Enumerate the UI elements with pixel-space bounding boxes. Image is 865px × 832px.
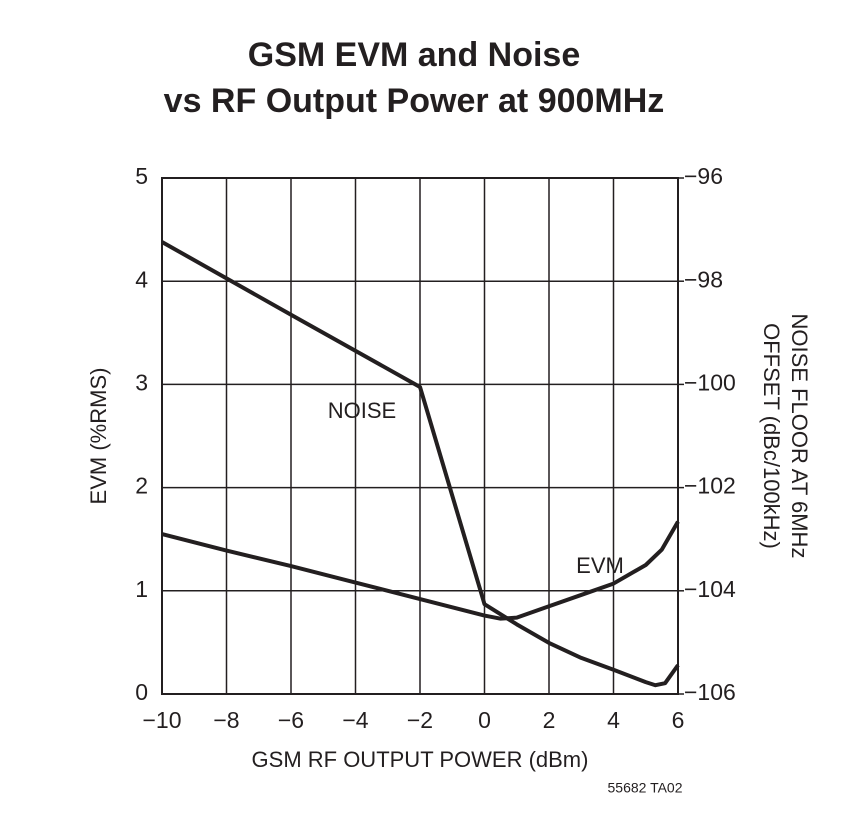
chart-title: GSM EVM and Noise [248,36,581,74]
y2-tick-label: −102 [684,473,736,499]
y-tick-label: 1 [135,576,148,602]
x-tick-label: −8 [213,707,239,733]
y2-tick-label: −100 [684,369,736,395]
y-tick-label: 3 [135,369,148,395]
x-tick-label: −6 [278,707,304,733]
series-label: EVM [576,553,624,578]
y2-axis-label: OFFSET (dBc/100kHz) [759,323,784,549]
y-tick-label: 4 [135,266,148,292]
y2-tick-label: −106 [684,679,736,705]
y2-tick-label: −104 [684,576,736,602]
x-tick-label: −10 [142,707,181,733]
y2-tick-label: −96 [684,163,723,189]
y2-tick-label: −98 [684,266,723,292]
x-axis-label: GSM RF OUTPUT POWER (dBm) [252,747,589,772]
plot-frame [161,177,679,695]
y-axis-label: EVM (%RMS) [86,368,111,505]
y2-axis-label: NOISE FLOOR AT 6MHz [787,314,812,559]
x-tick-label: −4 [342,707,368,733]
series-label: NOISE [328,398,396,423]
y-tick-label: 2 [135,473,148,499]
x-tick-label: 2 [543,707,556,733]
x-tick-label: −2 [407,707,433,733]
x-tick-label: 4 [607,707,620,733]
chart-subtitle: vs RF Output Power at 900MHz [164,82,665,120]
x-tick-label: 6 [672,707,685,733]
y-tick-label: 5 [135,163,148,189]
y-tick-label: 0 [135,679,148,705]
footnote: 55682 TA02 [608,780,683,796]
x-tick-label: 0 [478,707,491,733]
line-series [161,240,680,688]
